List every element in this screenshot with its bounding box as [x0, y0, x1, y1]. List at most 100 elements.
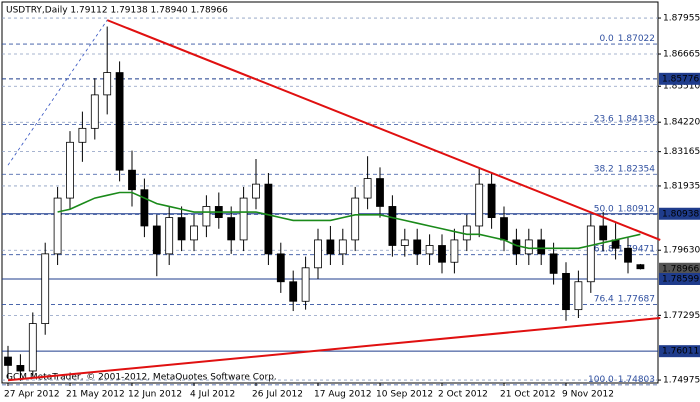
- fib-label: 38.2 1.82354: [594, 164, 656, 174]
- candle-body: [103, 72, 112, 96]
- candle-body: [549, 253, 558, 274]
- x-tick-label: 27 Apr 2012: [4, 390, 60, 400]
- candle-body: [16, 365, 25, 372]
- candle-body: [438, 245, 446, 263]
- fib-label: 23.6 1.84138: [594, 114, 656, 124]
- candle-body: [53, 197, 62, 255]
- fib-level: 50.0: [594, 204, 614, 214]
- x-tick-label: 2 Oct 2012: [438, 390, 488, 400]
- candle-body: [500, 217, 508, 241]
- x-tick-label: 9 Nov 2012: [562, 390, 614, 400]
- fib-label: 0.0 1.87022: [599, 34, 655, 44]
- chart-title: USDTRY,Daily 1.79112 1.79138 1.78940 1.7…: [6, 6, 228, 16]
- candle-body: [252, 183, 260, 199]
- candle-body: [227, 217, 236, 241]
- candle-body: [90, 94, 99, 129]
- candle-body: [351, 197, 360, 241]
- candle-body: [140, 189, 149, 227]
- x-tick-label: 4 Jul 2012: [190, 390, 235, 400]
- x-tick-label: 21 May 2012: [66, 390, 125, 400]
- y-tick-label: 1.84220: [663, 118, 700, 128]
- candle-body: [512, 239, 521, 255]
- trendline: [7, 19, 108, 166]
- candle-body: [66, 141, 74, 199]
- candle-body: [475, 183, 484, 227]
- y-tick-label: 1.79630: [663, 246, 700, 256]
- candle-body: [537, 239, 546, 255]
- y-tick-label: 1.74975: [663, 376, 700, 386]
- y-tick-label: 1.77295: [663, 311, 700, 321]
- price-box: [659, 272, 700, 285]
- candle-body: [586, 225, 595, 283]
- plot-frame: [1, 1, 659, 384]
- fib-level: 61.8: [594, 244, 614, 254]
- candle-body: [239, 197, 248, 241]
- candle-body: [41, 253, 50, 324]
- candle-body: [78, 127, 87, 143]
- candle-body: [624, 247, 632, 263]
- trendline: [7, 317, 661, 382]
- trendline: [106, 19, 661, 241]
- candle-body: [177, 217, 186, 241]
- candle-body: [376, 178, 384, 207]
- price-box: [659, 72, 700, 85]
- price-box-label: 1.78966: [662, 264, 699, 274]
- candle-body: [190, 225, 198, 241]
- price-box-label: 1.85776: [662, 74, 699, 84]
- candle-body: [636, 264, 645, 270]
- fib-label: 61.8 1.79471: [594, 244, 655, 254]
- fib-price: 1.87022: [618, 34, 655, 44]
- fib-price: 1.84138: [618, 114, 655, 124]
- fib-price: 1.77687: [618, 294, 655, 304]
- candle-body: [450, 239, 459, 263]
- candle-body: [289, 281, 298, 302]
- fib-price: 1.82354: [618, 164, 655, 174]
- candle-body: [487, 183, 496, 219]
- price-box-label: 1.80938: [662, 209, 699, 219]
- candle-body: [400, 239, 409, 246]
- price-box: [659, 207, 700, 220]
- candle-body: [314, 239, 322, 269]
- candle-body: [165, 217, 174, 255]
- fib-price: 1.74803: [618, 374, 655, 384]
- fib-label: 100.0 1.74803: [588, 374, 655, 384]
- fib-level: 76.4: [594, 294, 614, 304]
- x-tick-label: 21 Oct 2012: [500, 390, 556, 400]
- y-tick-label: 1.81935: [663, 181, 700, 191]
- x-tick-label: 17 Aug 2012: [314, 390, 372, 400]
- price-box-label: 1.76011: [662, 347, 699, 357]
- candle-body: [462, 225, 471, 241]
- candle-body: [524, 239, 533, 255]
- candle-body: [202, 206, 211, 227]
- candle-body: [562, 272, 570, 311]
- candle-body: [326, 239, 335, 255]
- fib-price: 1.80912: [618, 204, 655, 214]
- candle-body: [425, 245, 434, 255]
- footer: GCM MetaTrader, © 2001-2012, MetaQuotes …: [6, 373, 277, 383]
- price-box: [659, 345, 700, 358]
- fib-label: 76.4 1.77687: [594, 294, 655, 304]
- candle-body: [4, 356, 12, 366]
- candle-body: [152, 225, 161, 255]
- x-tick-label: 26 Jul 2012: [252, 390, 303, 400]
- fib-level: 38.2: [594, 164, 614, 174]
- price-box: [659, 262, 700, 275]
- fib-level: 0.0: [599, 34, 614, 44]
- candle-body: [599, 225, 608, 241]
- fib-price: 1.79471: [618, 244, 655, 254]
- y-tick-label: 1.85510: [663, 82, 700, 92]
- fib-level: 100.0: [588, 374, 614, 384]
- candle-body: [574, 281, 583, 311]
- candle-body: [28, 323, 37, 372]
- x-tick-label: 10 Sep 2012: [376, 390, 433, 400]
- candle-body: [413, 239, 422, 255]
- x-tick-label: 12 Jun 2012: [128, 390, 182, 400]
- candle-body: [363, 178, 372, 199]
- candle-body: [115, 72, 124, 171]
- price-box-label: 1.78599: [662, 274, 699, 284]
- candle-body: [276, 253, 285, 283]
- moving-average: [57, 191, 641, 250]
- fib-label: 50.0 1.80912: [594, 204, 655, 214]
- fib-level: 23.6: [594, 114, 614, 124]
